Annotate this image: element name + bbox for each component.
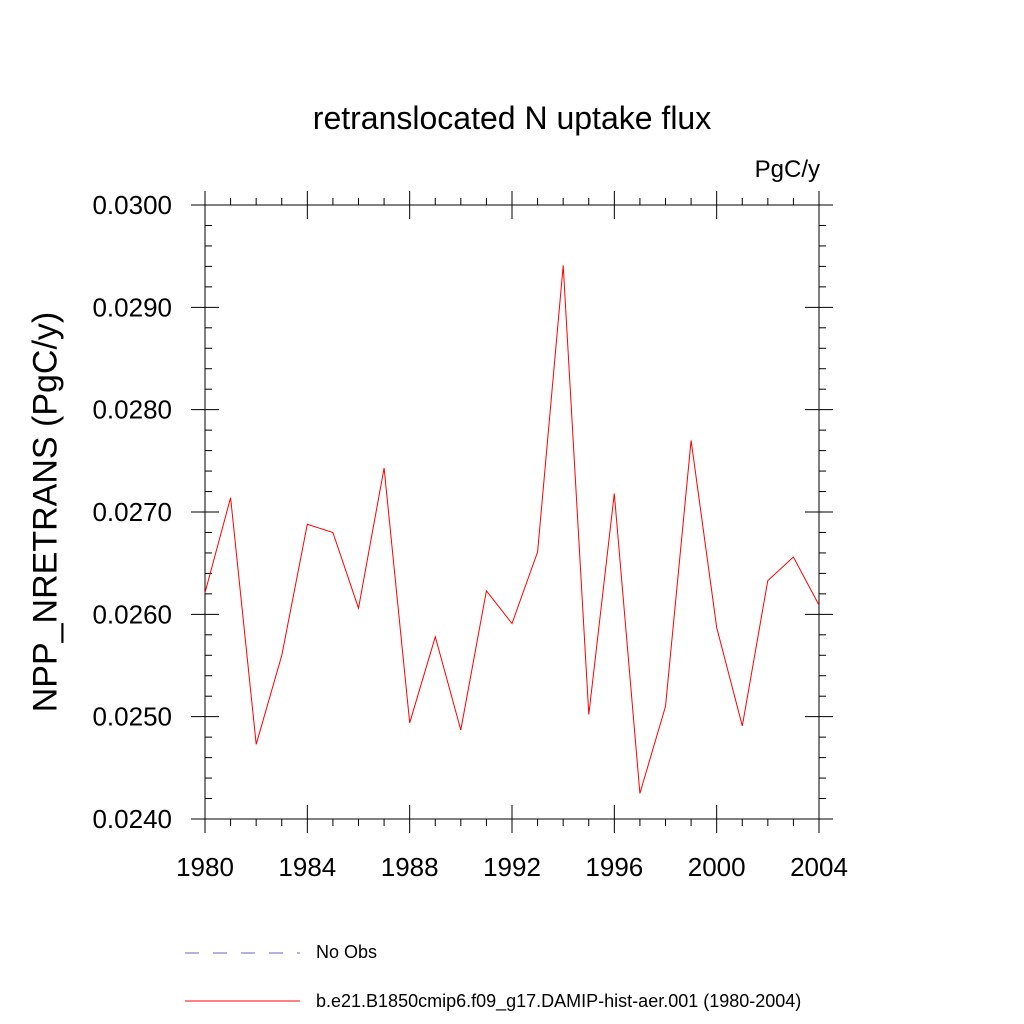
x-tick-label: 1980 <box>176 852 234 882</box>
series-line <box>204 265 820 794</box>
legend-label-model-run: b.e21.B1850cmip6.f09_g17.DAMIP-hist-aer.… <box>316 991 802 1011</box>
x-tick-label: 1984 <box>278 852 336 882</box>
legend-label-no-obs: No Obs <box>316 942 378 962</box>
x-tick-label: 1996 <box>585 852 643 882</box>
y-tick-label: 0.0240 <box>92 804 172 834</box>
y-tick-label: 0.0290 <box>92 292 172 322</box>
plot-frame <box>204 204 820 820</box>
y-tick-label: 0.0270 <box>92 497 172 527</box>
x-tick-label: 1992 <box>483 852 541 882</box>
y-tick-label: 0.0300 <box>92 190 172 220</box>
y-tick-label: 0.0280 <box>92 395 172 425</box>
x-tick-label: 1988 <box>381 852 439 882</box>
chart-title: retranslocated N uptake flux <box>312 100 712 136</box>
units-label: PgC/y <box>754 156 820 183</box>
y-tick-label: 0.0260 <box>92 599 172 629</box>
x-tick-label: 2004 <box>790 852 848 882</box>
y-tick-label: 0.0250 <box>92 702 172 732</box>
x-tick-label: 2000 <box>688 852 746 882</box>
